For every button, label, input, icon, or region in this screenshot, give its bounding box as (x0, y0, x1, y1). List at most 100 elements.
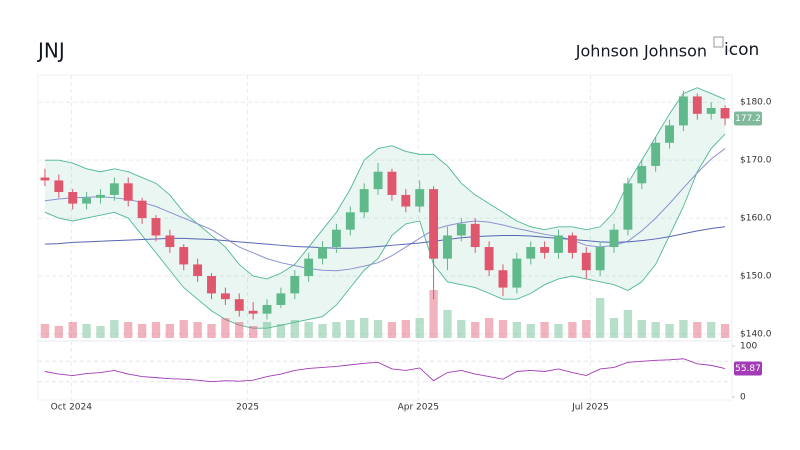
candle-body (415, 189, 425, 207)
volume-bar (651, 322, 660, 338)
band-lower (44, 133, 726, 329)
candle-body (637, 165, 647, 184)
x-tick-label: Jul 2025 (571, 403, 609, 413)
volume-bar (332, 322, 341, 338)
volume-bar (707, 322, 716, 338)
volume-bar (96, 326, 105, 338)
volume-bar (720, 324, 730, 338)
candle-body (540, 247, 550, 253)
volume-bar (540, 322, 549, 338)
volume-bar (484, 318, 494, 338)
candle-body (581, 252, 591, 271)
candle-body (595, 247, 605, 271)
volume-bar (151, 322, 161, 338)
logo-alt: icon (724, 40, 759, 60)
candle-body (304, 258, 314, 277)
volume-bar (457, 320, 466, 338)
rsi-tick-label: 100 (740, 342, 757, 352)
candle-body (609, 229, 619, 248)
volume-bar (679, 320, 688, 338)
candle-body (373, 171, 383, 190)
candle-body (567, 235, 577, 253)
volume-bar (373, 320, 383, 338)
volume-bar (207, 324, 216, 338)
y-tick-label: $180.0 (740, 98, 772, 108)
rsi-line (44, 358, 726, 383)
candle-body (262, 304, 272, 314)
candle-body (248, 310, 258, 314)
candle-body (234, 299, 244, 311)
band-fill (44, 87, 726, 329)
candle-body (151, 218, 161, 236)
volume-bar (387, 322, 397, 338)
volume-bar (665, 324, 674, 338)
plot-frame (37, 74, 733, 401)
candle-body (96, 194, 105, 198)
candle-body (665, 125, 674, 143)
volume-bar (165, 324, 175, 338)
volume-bar (609, 318, 619, 338)
candle-body (123, 183, 133, 201)
volume-bar (318, 324, 327, 338)
y-tick-label: $170.0 (740, 156, 772, 166)
candle-body (470, 223, 480, 248)
volume-bar (193, 322, 202, 338)
candle-body (706, 108, 716, 114)
volume-bar (262, 322, 272, 338)
candle-body (165, 235, 175, 248)
candle-body (40, 177, 50, 181)
candle-body (720, 108, 730, 119)
candle-body (193, 264, 203, 277)
volume-bar (137, 324, 147, 338)
volume-bar (554, 324, 563, 338)
volume-bar (110, 320, 119, 338)
volume-bar (124, 322, 133, 338)
price-tag-label: 177.2 (735, 114, 761, 124)
volume-bar (68, 322, 77, 338)
volume-bar (235, 322, 244, 338)
volume-bar (415, 318, 424, 338)
volume-bar (290, 320, 299, 338)
x-tick-label: Apr 2025 (398, 403, 439, 413)
broken-image (713, 36, 724, 48)
candle-body (443, 235, 452, 259)
volume-bar (346, 320, 355, 338)
volume-bar (40, 324, 50, 338)
y-tick-label: $160.0 (740, 214, 772, 224)
candle-body (429, 189, 439, 259)
volume-bar (443, 310, 452, 338)
volume-bar (595, 298, 605, 338)
candle-body (68, 192, 78, 204)
company-name: Johnson Johnson (575, 42, 707, 61)
rsi-tick-label: 0 (740, 393, 746, 403)
band-upper (44, 87, 726, 280)
candle-body (554, 235, 563, 253)
x-tick-label: Oct 2024 (51, 403, 93, 413)
candle-body (179, 247, 189, 265)
y-tick-label: $150.0 (740, 272, 772, 282)
candle-body (623, 183, 633, 230)
volume-bar (637, 320, 646, 338)
candle-body (484, 247, 494, 271)
candle-body (526, 247, 536, 259)
rsi-tag-label: 55.87 (735, 364, 761, 374)
volume-bar (498, 320, 508, 338)
candle-body (651, 142, 661, 166)
candle-body (220, 293, 230, 300)
volume-bar (401, 320, 410, 338)
candle-body (678, 96, 688, 126)
candle-body (290, 276, 300, 294)
volume-bar (82, 324, 91, 338)
volume-bar (248, 326, 258, 338)
candle-body (276, 293, 286, 305)
volume-bar (582, 320, 591, 338)
candle-body (456, 223, 466, 236)
candle-body (401, 194, 411, 207)
price-tag (734, 111, 762, 126)
rsi-tag (734, 361, 762, 376)
volume-bar (54, 326, 63, 338)
candle-body (54, 180, 64, 193)
candle-body (345, 212, 355, 230)
